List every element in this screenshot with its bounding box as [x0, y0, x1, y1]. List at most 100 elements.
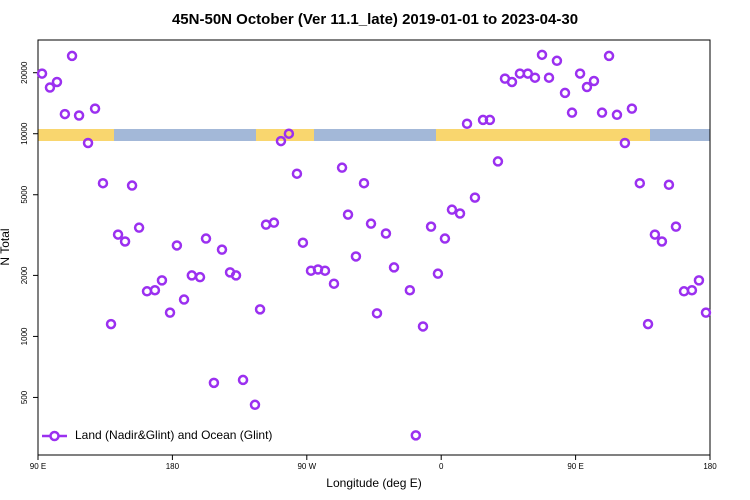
- data-point: [82, 137, 94, 149]
- data-point: [186, 270, 198, 281]
- plot-frame: [37, 39, 711, 456]
- x-tick-label: 180: [703, 462, 717, 471]
- data-point: [670, 221, 682, 232]
- data-point: [133, 222, 145, 233]
- data-point: [358, 177, 370, 189]
- data-point: [371, 308, 383, 319]
- data-point: [388, 262, 400, 273]
- data-point: [536, 49, 548, 61]
- data-point: [200, 233, 212, 244]
- data-point: [543, 72, 555, 83]
- data-point: [529, 72, 541, 83]
- land-band: [436, 129, 650, 141]
- data-point: [611, 109, 623, 121]
- land-band: [38, 129, 114, 141]
- data-point: [693, 275, 705, 286]
- data-point: [283, 128, 295, 139]
- data-point: [454, 208, 466, 219]
- data-point: [89, 103, 101, 114]
- data-point: [342, 209, 354, 220]
- data-point: [350, 251, 362, 262]
- data-point: [105, 318, 117, 330]
- chart-title: 45N-50N October (Ver 11.1_late) 2019-01-…: [172, 11, 578, 28]
- y-tick-label: 10000: [20, 122, 29, 145]
- data-point: [126, 180, 138, 191]
- data-point: [380, 228, 392, 239]
- data-point: [328, 278, 340, 289]
- data-point: [686, 284, 698, 296]
- data-point: [51, 76, 63, 88]
- data-point: [619, 137, 631, 149]
- x-tick-label: 0: [439, 462, 444, 471]
- surface-band: [38, 129, 710, 141]
- data-point: [208, 377, 220, 389]
- y-tick-label: 2000: [20, 266, 29, 284]
- x-tick-label: 90 W: [297, 462, 316, 471]
- data-point: [275, 135, 287, 147]
- data-point: [119, 236, 131, 247]
- data-point: [149, 284, 161, 296]
- data-point: [336, 162, 348, 173]
- data-point: [469, 192, 481, 203]
- data-point: [663, 179, 675, 191]
- data-point: [566, 107, 578, 118]
- data-point: [44, 82, 56, 93]
- y-tick-label: 500: [20, 390, 29, 404]
- data-point: [297, 237, 309, 248]
- y-tick-label: 20000: [20, 61, 29, 84]
- data-point: [156, 275, 168, 286]
- data-point: [66, 50, 78, 62]
- data-point: [603, 50, 615, 62]
- data-point: [319, 265, 331, 276]
- data-point: [559, 87, 571, 99]
- data-point: [164, 307, 176, 318]
- data-point: [649, 229, 661, 240]
- data-point: [417, 321, 429, 332]
- data-point: [410, 430, 422, 441]
- x-tick-label: 90 E: [30, 462, 46, 471]
- legend-label: Land (Nadir&Glint) and Ocean (Glint): [75, 428, 272, 442]
- data-point: [700, 307, 712, 318]
- data-point: [432, 268, 444, 279]
- data-point: [112, 229, 124, 240]
- x-axis-label: Longitude (deg E): [326, 476, 421, 490]
- data-point: [268, 217, 280, 228]
- data-point: [365, 218, 377, 229]
- legend-swatch-marker: [49, 430, 60, 442]
- data-point: [194, 271, 206, 283]
- data-point: [73, 110, 85, 121]
- data-point: [634, 177, 646, 189]
- data-point: [425, 221, 437, 232]
- data-point: [461, 118, 473, 129]
- data-point: [249, 399, 261, 411]
- data-point: [254, 304, 266, 315]
- data-point: [404, 284, 416, 296]
- data-point: [36, 68, 48, 79]
- data-point: [574, 68, 586, 79]
- data-point: [439, 233, 451, 244]
- data-point: [492, 156, 504, 167]
- data-point: [178, 294, 190, 305]
- data-point: [596, 107, 608, 118]
- data-point: [216, 244, 228, 255]
- data-point: [506, 76, 518, 88]
- data-point: [230, 270, 242, 281]
- data-point: [237, 374, 249, 386]
- data-point: [59, 108, 71, 120]
- y-axis-label: N Total: [0, 228, 12, 265]
- data-point: [642, 318, 654, 330]
- y-tick-label: 1000: [20, 327, 29, 345]
- data-point: [551, 55, 563, 67]
- x-tick-label: 90 E: [567, 462, 583, 471]
- data-point: [171, 240, 183, 251]
- data-point: [626, 103, 638, 114]
- data-point: [446, 204, 458, 215]
- data-point: [484, 114, 496, 126]
- data-point: [291, 168, 303, 179]
- x-tick-label: 180: [166, 462, 180, 471]
- data-point: [588, 75, 600, 87]
- data-point: [581, 81, 593, 93]
- data-point: [97, 177, 109, 189]
